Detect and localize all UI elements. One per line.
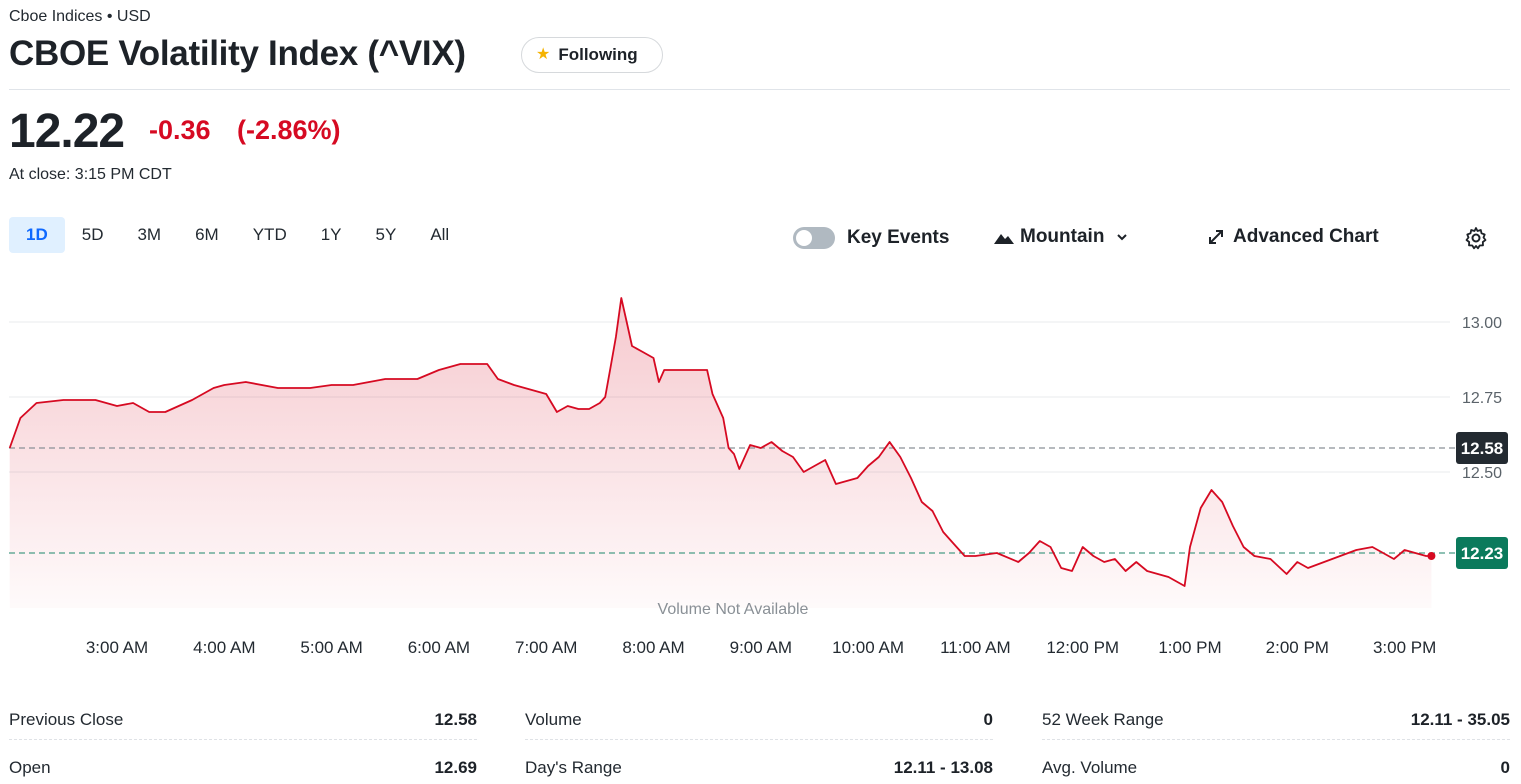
x-tick-label: 8:00 AM	[622, 638, 684, 657]
stat-open: Open 12.69	[9, 748, 477, 784]
range-tab-6m[interactable]: 6M	[195, 225, 219, 244]
y-tick-label: 12.50	[1462, 465, 1502, 482]
stat-avg-volume: Avg. Volume 0	[1042, 748, 1510, 784]
key-events-toggle[interactable]	[793, 227, 835, 249]
x-tick-label: 3:00 PM	[1373, 638, 1436, 657]
advanced-chart-button[interactable]: Advanced Chart	[1207, 226, 1379, 248]
price-chart[interactable]: 12.50 12.75 13.00 3:00 AM 4:00 AM 5:00 AM 6:00…	[0, 280, 1521, 660]
exchange-label: Cboe Indices • USD	[9, 8, 151, 25]
last-price-dot	[1427, 552, 1436, 560]
y-tick-label: 12.75	[1462, 390, 1502, 407]
stat-52-week-range: 52 Week Range 12.11 - 35.05	[1042, 700, 1510, 740]
stat-value: 12.58	[434, 709, 477, 729]
range-tab-1d[interactable]: 1D	[9, 217, 65, 253]
stat-label: Open	[9, 758, 51, 777]
stat-label: Volume	[525, 709, 582, 729]
last-price-tag-bg	[1456, 537, 1508, 569]
star-icon: ★	[536, 46, 551, 63]
chart-type-dropdown[interactable]: Mountain	[994, 226, 1128, 248]
x-tick-label: 5:00 AM	[300, 638, 362, 657]
last-price-tag-text: 12.23	[1461, 544, 1504, 563]
stat-value: 12.69	[434, 758, 477, 777]
stat-value: 12.11 - 13.08	[893, 758, 993, 777]
chevron-down-icon	[1117, 234, 1128, 241]
stat-value: 12.11 - 35.05	[1410, 709, 1510, 729]
x-tick-label: 12:00 PM	[1046, 638, 1119, 657]
last-price-tag: 12.23	[1456, 537, 1508, 569]
range-tab-3m[interactable]: 3M	[137, 225, 162, 244]
key-events-label: Key Events	[847, 227, 950, 248]
x-tick-label: 10:00 AM	[832, 638, 904, 657]
chart-type-label: Mountain	[1020, 226, 1105, 247]
range-tab-all[interactable]: All	[430, 225, 450, 244]
x-tick-label: 2:00 PM	[1266, 638, 1329, 657]
following-label: Following	[558, 45, 638, 64]
header-divider	[9, 89, 1510, 90]
gear-icon[interactable]	[1464, 226, 1488, 250]
range-tab-ytd[interactable]: YTD	[252, 225, 287, 244]
page-title: CBOE Volatility Index (^VIX)	[9, 34, 466, 73]
y-tick-label: 13.00	[1462, 315, 1502, 332]
price-line	[8, 297, 1432, 587]
x-tick-label: 9:00 AM	[730, 638, 792, 657]
range-tab-1y[interactable]: 1Y	[320, 225, 342, 244]
previous-close-tag-text: 12.58	[1461, 439, 1504, 458]
following-button[interactable]: ★ Following	[521, 37, 663, 73]
price-change: -0.36	[149, 115, 211, 145]
stat-previous-close: Previous Close 12.58	[9, 700, 477, 740]
x-tick-label: 11:00 AM	[940, 638, 1011, 657]
close-time: At close: 3:15 PM CDT	[9, 166, 172, 183]
stat-label: Avg. Volume	[1042, 758, 1138, 777]
stat-value: 0	[1500, 758, 1510, 777]
stat-volume: Volume 0	[525, 700, 993, 740]
x-tick-label: 4:00 AM	[193, 638, 255, 657]
range-selector: 1D 5D 3M 6M YTD 1Y 5Y All	[9, 217, 466, 253]
range-tab-5d[interactable]: 5D	[81, 225, 104, 244]
previous-close-tag-bg	[1456, 432, 1508, 464]
volume-not-available-label: Volume Not Available	[658, 601, 809, 618]
toggle-knob	[796, 230, 812, 246]
stat-label: Day's Range	[525, 758, 622, 777]
expand-icon	[1209, 230, 1223, 244]
stat-days-range: Day's Range 12.11 - 13.08	[525, 748, 993, 784]
current-price: 12.22	[9, 105, 125, 158]
advanced-chart-label: Advanced Chart	[1233, 226, 1379, 247]
previous-close-tag: 12.58	[1456, 432, 1508, 464]
x-tick-label: 7:00 AM	[515, 638, 577, 657]
stat-label: Previous Close	[9, 709, 124, 729]
x-tick-label: 1:00 PM	[1158, 638, 1221, 657]
stat-value: 0	[983, 709, 993, 729]
price-change-percent: (-2.86%)	[237, 115, 341, 145]
x-tick-label: 3:00 AM	[86, 638, 148, 657]
price-area	[9, 298, 1432, 608]
mountain-icon	[994, 234, 1014, 244]
stat-label: 52 Week Range	[1042, 709, 1164, 729]
x-tick-label: 6:00 AM	[408, 638, 470, 657]
range-tab-5y[interactable]: 5Y	[375, 225, 397, 244]
